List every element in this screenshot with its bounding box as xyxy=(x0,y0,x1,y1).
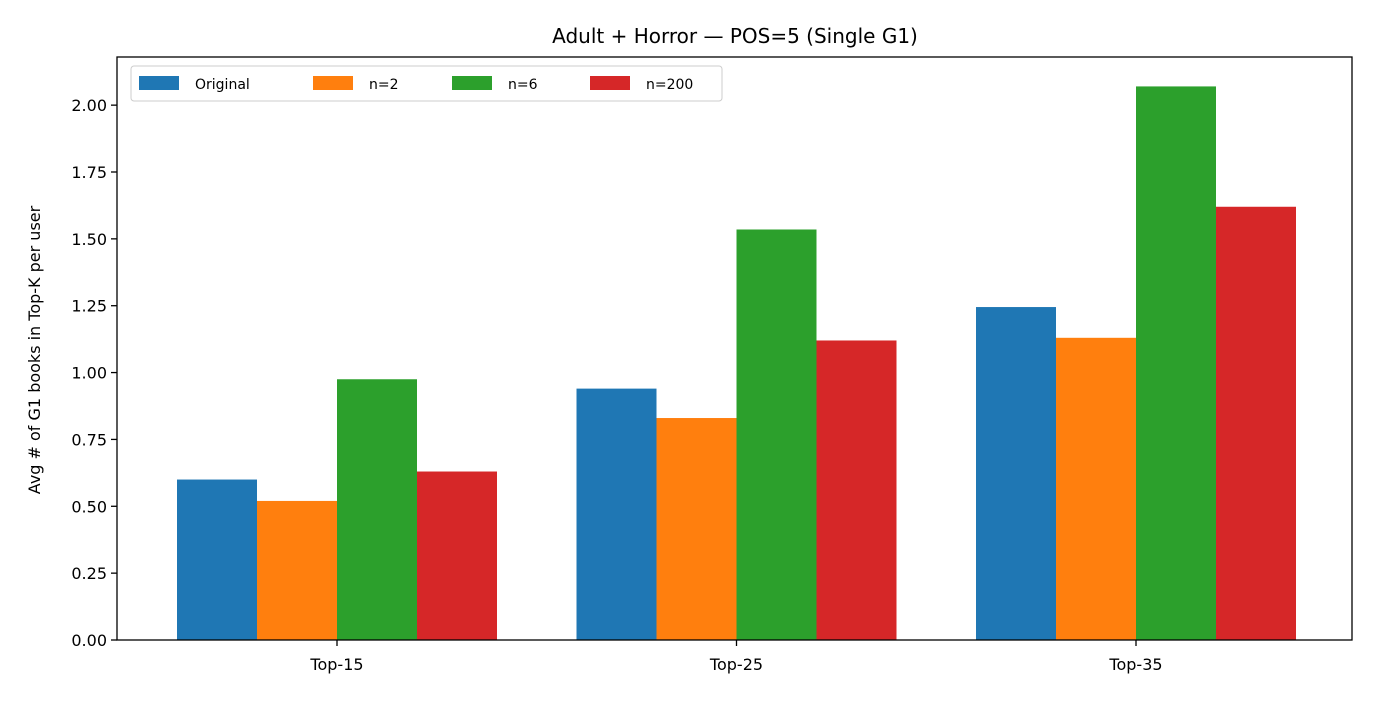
legend-label: n=2 xyxy=(369,77,399,93)
y-tick-label: 0.75 xyxy=(71,430,107,449)
legend-swatch xyxy=(139,76,179,90)
legend: Original n=2 n=6 n=200 xyxy=(130,65,723,102)
y-axis-label: Avg # of G1 books in Top-K per user xyxy=(25,205,44,494)
bar-n-6-top-35 xyxy=(1136,86,1216,641)
y-tick-label: 1.25 xyxy=(71,297,107,316)
legend-swatch xyxy=(452,76,492,90)
y-tick-label: 0.25 xyxy=(71,564,107,583)
x-axis: Top-15 Top-25 Top-35 xyxy=(309,640,1163,674)
x-tick-label: Top-25 xyxy=(709,655,763,674)
x-tick-label: Top-15 xyxy=(309,655,363,674)
plot-frame xyxy=(116,56,1353,641)
y-tick-label: 1.50 xyxy=(71,230,107,249)
bar-n-6-top-15 xyxy=(337,379,417,640)
bar-original-top-25 xyxy=(576,388,657,640)
y-tick-label: 0.50 xyxy=(71,497,107,516)
legend-label: n=6 xyxy=(508,77,538,93)
bar-n-2-top-25 xyxy=(656,418,737,640)
legend-label: n=200 xyxy=(646,77,693,93)
bar-original-top-35 xyxy=(976,307,1056,640)
bar-n-200-top-25 xyxy=(816,340,897,640)
bar-n-200-top-15 xyxy=(417,471,497,640)
bar-n-6-top-25 xyxy=(736,229,817,641)
legend-swatch xyxy=(313,76,353,90)
x-tick-label: Top-35 xyxy=(1108,655,1162,674)
y-tick-label: 1.00 xyxy=(71,364,107,383)
y-axis: 0.00 0.25 0.50 0.75 1.00 1.25 1.50 1.75 2.00 xyxy=(71,96,117,650)
bar-n-2-top-35 xyxy=(1056,337,1136,640)
bar-n-2-top-15 xyxy=(257,500,337,640)
bars-group xyxy=(177,86,1296,641)
chart-title: Adult + Horror — POS=5 (Single G1) xyxy=(552,24,918,48)
y-tick-label: 2.00 xyxy=(71,96,107,115)
legend-box xyxy=(130,65,723,102)
y-tick-label: 0.00 xyxy=(71,631,107,650)
y-tick-label: 1.75 xyxy=(71,163,107,182)
bar-original-top-15 xyxy=(177,479,257,640)
legend-label: Original xyxy=(195,77,250,93)
bar-n-200-top-35 xyxy=(1216,206,1296,640)
legend-swatch xyxy=(590,76,630,90)
